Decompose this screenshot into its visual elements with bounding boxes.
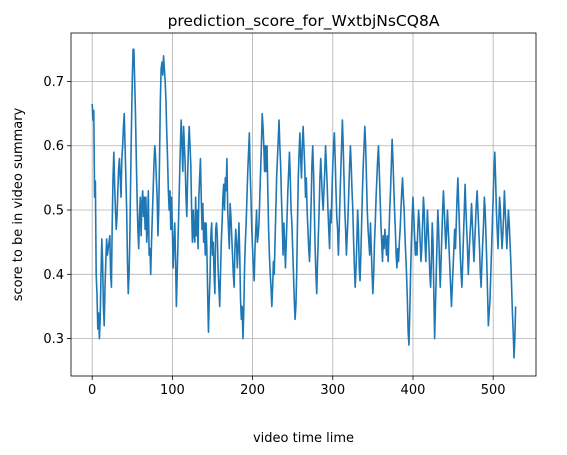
y-tick-label: 0.4 <box>43 268 64 283</box>
x-tick-label: 0 <box>88 383 96 398</box>
x-tick-label: 200 <box>240 383 265 398</box>
x-tick-label: 100 <box>160 383 185 398</box>
y-tick-label: 0.6 <box>43 139 64 154</box>
x-axis-title: video time lime <box>253 431 354 446</box>
y-tick-label: 0.3 <box>43 332 64 347</box>
chart-title: prediction_score_for_WxtbjNsCQ8A <box>168 12 440 31</box>
x-tick-label: 500 <box>481 383 506 398</box>
y-axis-title: score to be in video summary <box>11 107 26 301</box>
x-tick-label: 300 <box>320 383 345 398</box>
x-tick-label: 400 <box>401 383 426 398</box>
y-tick-label: 0.7 <box>43 75 64 90</box>
y-tick-label: 0.5 <box>43 204 64 219</box>
